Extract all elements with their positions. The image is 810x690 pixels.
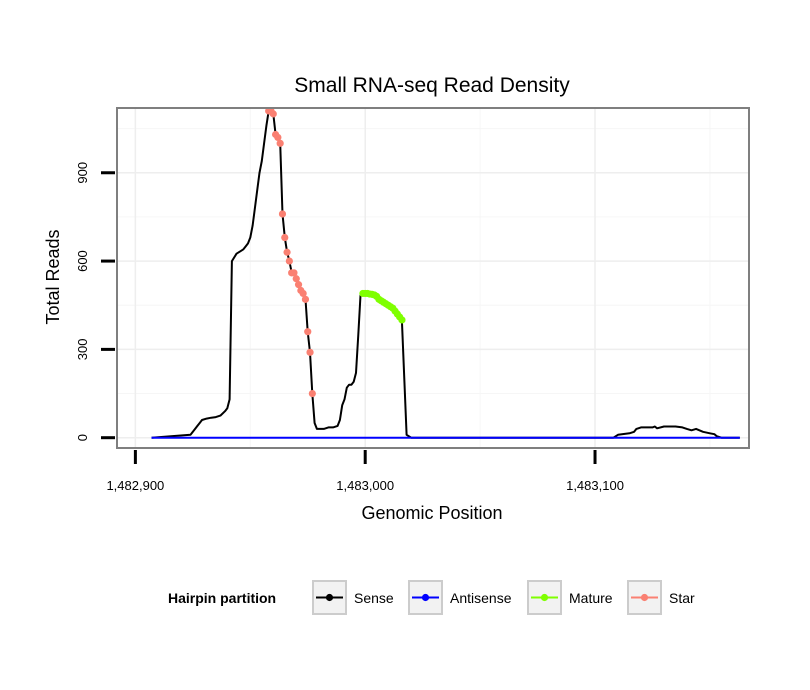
y-tick-label: 0 [75,434,90,441]
legend-title: Hairpin partition [168,590,276,606]
chart-title: Small RNA-seq Read Density [294,74,570,97]
star-point [276,139,284,147]
star-point [278,210,287,218]
star-point [306,348,314,356]
legend-key-point-mature [540,593,549,602]
x-axis-title: Genomic Position [361,503,502,523]
star-point [290,269,298,277]
legend-label-sense: Sense [354,590,394,606]
y-tick-label: 600 [75,250,90,272]
star-point [299,289,307,298]
grid [117,108,749,448]
legend-key-point-sense [325,593,334,602]
plot-series [151,107,740,439]
y-tick-label: 900 [75,162,90,184]
sense-series-line [151,109,740,439]
star-point [269,110,277,118]
x-tick-label: 1,482,900 [106,478,164,493]
x-tick-label: 1,483,100 [566,478,624,493]
legend-label-mature: Mature [569,590,613,606]
star-point [292,275,300,283]
star-point [301,295,310,303]
mature-point [398,316,406,324]
star-point [274,133,282,142]
legend-label-star: Star [669,590,695,606]
axes: 1,482,900 1,483,000 1,483,100 0 300 600 900 [75,162,624,493]
legend-key-point-star [640,593,649,602]
star-point [285,257,293,265]
x-tick-label: 1,483,000 [336,478,394,493]
y-axis-title: Total Reads [43,229,63,324]
star-point [294,281,303,289]
legend: Hairpin partition Sense Antisense Mature St… [168,580,695,615]
legend-key-point-antisense [421,593,430,602]
y-tick-label: 300 [75,339,90,361]
star-point [283,248,291,256]
plot-border [116,107,750,449]
legend-label-antisense: Antisense [450,590,512,606]
star-point [308,389,316,398]
star-point [304,328,312,336]
star-point [281,233,289,242]
